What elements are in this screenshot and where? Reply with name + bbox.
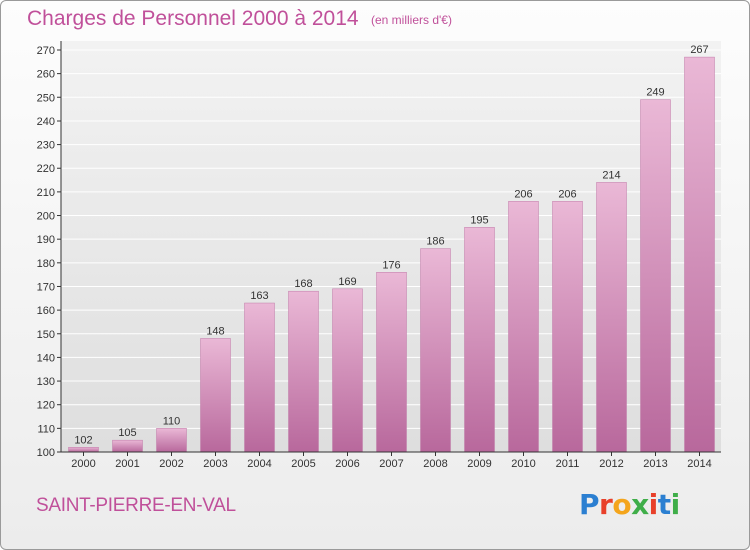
x-tick-label: 2009 <box>467 458 491 470</box>
bar-2007 <box>376 272 407 453</box>
bar-2011 <box>552 201 583 453</box>
y-tick-label: 140 <box>37 352 55 364</box>
bar-2013 <box>640 99 671 453</box>
bar-2005 <box>288 290 319 453</box>
y-tick-label: 200 <box>37 211 55 223</box>
x-tick-label: 2003 <box>203 458 227 470</box>
x-tick-label: 2005 <box>291 458 315 470</box>
data-label: 249 <box>646 87 664 99</box>
data-label: 168 <box>294 278 312 290</box>
y-tick-label: 210 <box>37 187 55 199</box>
data-label: 163 <box>250 290 268 302</box>
data-label: 169 <box>338 276 356 288</box>
y-tick-label: 110 <box>37 423 55 435</box>
y-tick-label: 240 <box>37 116 55 128</box>
x-tick-label: 2013 <box>643 458 667 470</box>
x-tick-label: 2014 <box>687 458 711 470</box>
x-tick-label: 2001 <box>115 458 139 470</box>
y-tick-label: 250 <box>37 92 55 104</box>
data-label: 206 <box>558 188 576 200</box>
data-label: 186 <box>426 236 444 248</box>
bar-2000 <box>68 447 99 453</box>
y-tick-label: 230 <box>37 140 55 152</box>
data-label: 148 <box>206 325 224 337</box>
y-tick-label: 220 <box>37 163 55 175</box>
proxiti-logo: Proxiti <box>579 488 680 521</box>
data-label: 176 <box>382 259 400 271</box>
data-label: 267 <box>690 44 708 56</box>
bar-2008 <box>420 248 451 453</box>
y-tick-label: 100 <box>37 447 55 459</box>
x-tick-label: 2000 <box>71 458 95 470</box>
data-label: 105 <box>118 427 136 439</box>
data-label: 206 <box>514 188 532 200</box>
logo-letter: P <box>579 488 600 521</box>
bar-2012 <box>596 182 627 453</box>
y-tick-label: 150 <box>37 329 55 341</box>
y-tick-label: 120 <box>37 400 55 412</box>
chart-title: Charges de Personnel 2000 à 2014 <box>27 7 359 30</box>
logo-letter: x <box>631 488 649 521</box>
x-tick-label: 2011 <box>556 458 580 470</box>
logo-letter: t <box>657 488 671 521</box>
x-tick-label: 2008 <box>423 458 447 470</box>
commune-name: SAINT-PIERRE-EN-VAL <box>36 495 236 516</box>
x-tick-label: 2010 <box>511 458 535 470</box>
y-tick-label: 170 <box>37 281 55 293</box>
bar-2002 <box>156 428 187 453</box>
bar-2004 <box>244 302 275 453</box>
bar-2014 <box>684 56 715 453</box>
data-label: 195 <box>470 214 488 226</box>
y-tick-label: 260 <box>37 69 55 81</box>
x-tick-label: 2006 <box>335 458 359 470</box>
x-tick-label: 2004 <box>247 458 271 470</box>
data-label: 110 <box>163 415 181 427</box>
y-tick-label: 180 <box>37 258 55 270</box>
logo-letter: i <box>670 488 681 521</box>
logo-letter: r <box>599 488 613 521</box>
data-label: 102 <box>74 434 92 446</box>
bar-2006 <box>332 288 363 453</box>
x-tick-label: 2012 <box>599 458 623 470</box>
y-tick-label: 270 <box>37 45 55 57</box>
y-tick-label: 190 <box>37 234 55 246</box>
bar-2010 <box>508 201 539 453</box>
y-tick-label: 130 <box>37 376 55 388</box>
x-tick-label: 2002 <box>159 458 183 470</box>
y-tick-label: 160 <box>37 305 55 317</box>
chart-subtitle: (en milliers d'€) <box>371 13 452 27</box>
x-tick-label: 2007 <box>379 458 403 470</box>
bar-2009 <box>464 227 495 453</box>
data-label: 214 <box>602 169 620 181</box>
logo-letter: i <box>648 488 659 521</box>
bar-2003 <box>200 338 231 453</box>
bar-2001 <box>112 439 143 453</box>
logo-letter: o <box>612 488 632 521</box>
